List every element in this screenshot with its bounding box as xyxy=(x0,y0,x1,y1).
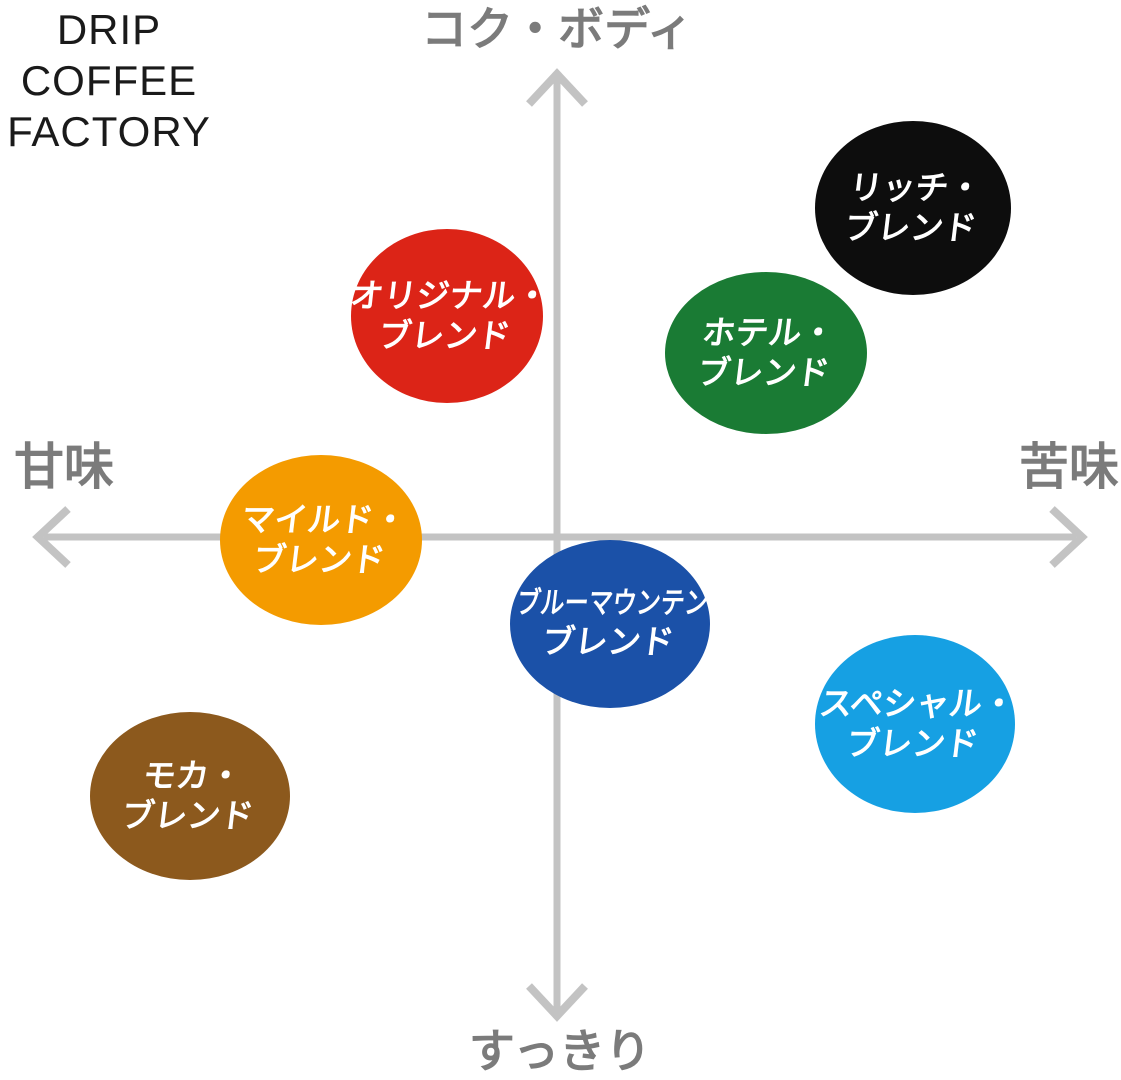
blend-bubble-blue-mountain: ブルーマウンテン ブレンド xyxy=(510,540,711,708)
axis-label-top: コク・ボディ xyxy=(421,3,693,55)
axis-label-left: 甘味 xyxy=(14,439,114,495)
blend-bubble-original: オリジナル・ ブレンド xyxy=(348,229,551,403)
blend-label-line: ブレンド xyxy=(250,541,387,578)
axis-label-bottom: すっきり xyxy=(468,1025,652,1077)
arrow-down-icon xyxy=(526,983,588,1022)
brand-logo-line: COFFEE xyxy=(20,57,198,105)
blend-label-line: マイルド・ xyxy=(238,501,409,539)
blend-label: ホテル・ ブレンド xyxy=(695,313,837,393)
blend-bubble-special: スペシャル・ ブレンド xyxy=(812,635,1018,813)
blend-label-line: ブレンド xyxy=(539,623,677,661)
blend-label-line: オリジナル・ xyxy=(348,277,551,315)
blend-label-line: ホテル・ xyxy=(700,314,837,352)
arrow-left-icon xyxy=(32,506,71,568)
blend-bubble-rich: リッチ・ ブレンド xyxy=(815,121,1011,295)
blend-label: リッチ・ ブレンド xyxy=(842,168,984,248)
brand-logo-line: DRIP xyxy=(56,6,162,53)
blend-label-line: ブレンド xyxy=(842,209,979,246)
blend-bubble-mild: マイルド・ ブレンド xyxy=(220,455,422,625)
blend-label-line: ブルーマウンテン xyxy=(514,586,711,620)
blend-label-line: モカ・ xyxy=(140,757,245,795)
blend-label-line: ブレンド xyxy=(695,354,832,391)
blend-label-line: リッチ・ xyxy=(847,169,984,207)
blend-label-line: スペシャル・ xyxy=(817,685,1018,723)
blend-label-line: ブレンド xyxy=(119,797,256,834)
blend-bubble-hotel: ホテル・ ブレンド xyxy=(665,272,867,434)
blend-label-line: ブレンド xyxy=(376,317,513,354)
blend-label: オリジナル・ ブレンド xyxy=(343,276,551,356)
blend-bubble-mocha: モカ・ ブレンド xyxy=(90,712,290,880)
blend-label: スペシャル・ ブレンド xyxy=(812,684,1018,764)
arrow-up-icon xyxy=(526,68,588,107)
blend-label-line: ブレンド xyxy=(844,725,981,762)
arrow-right-icon xyxy=(1049,506,1088,568)
brand-logo-line: FACTORY xyxy=(7,108,211,156)
brand-logo: DRIP COFFEE FACTORY xyxy=(0,4,218,158)
blend-label: モカ・ ブレンド xyxy=(119,756,261,836)
axis-label-right: 苦味 xyxy=(1019,439,1119,495)
blend-label: マイルド・ ブレンド xyxy=(234,500,409,580)
blend-label: ブルーマウンテン ブレンド xyxy=(485,586,734,662)
